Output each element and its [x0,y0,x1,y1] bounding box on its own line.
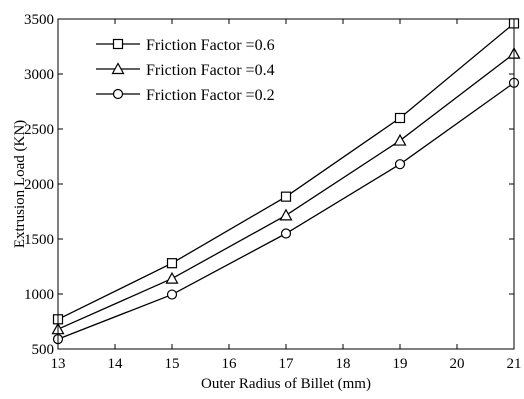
legend-marker-square [112,38,124,50]
data-point-circle [166,289,178,300]
y-axis-label: Extrusion Load (KN) [12,120,28,248]
legend-item: Friction Factor =0.6 [96,37,275,54]
legend: Friction Factor =0.6 Friction Factor =0.4… [96,37,275,104]
y-tick-label: 1000 [24,287,54,303]
x-tick-label: 21 [507,356,522,372]
data-point-square [166,258,178,269]
x-tick-label: 16 [222,356,238,372]
series-line [57,53,515,330]
plot-frame [57,18,515,350]
y-tick-label: 2000 [24,177,54,193]
data-point-square [280,191,292,202]
y-tick-label: 3000 [24,67,54,83]
x-tick-label: 14 [108,356,124,372]
legend-item: Friction Factor =0.2 [96,87,275,104]
data-point-circle [280,228,292,239]
x-tick-label: 15 [165,356,180,372]
y-tick-label: 3500 [24,12,54,28]
legend-marker-triangle [111,62,125,75]
x-tick-label: 13 [51,356,66,372]
x-tick-label: 20 [450,356,465,372]
series-layer [51,18,521,345]
x-tick-label: 18 [336,356,351,372]
y-tick-label: 2500 [24,122,54,138]
ticks-layer: 13 14 15 16 17 18 19 20 21 500 1000 1500 2000 2500 300… [24,12,522,372]
x-tick-label: 17 [279,356,295,372]
data-point-triangle [165,271,179,284]
legend-item: Friction Factor =0.4 [96,62,275,79]
legend-label: Friction Factor =0.2 [146,87,275,104]
series-triangle [51,46,521,335]
x-axis-label: Outer Radius of Billet (mm) [201,376,371,392]
legend-marker-circle [112,88,124,100]
data-point-triangle [279,208,293,221]
data-point-square [394,112,406,124]
y-tick-label: 1500 [24,232,54,248]
x-tick-label: 19 [393,356,408,372]
y-tick-label: 500 [32,342,55,358]
legend-label: Friction Factor =0.4 [146,62,275,79]
data-point-circle [394,159,406,170]
series-line [57,22,515,320]
legend-label: Friction Factor =0.6 [146,37,275,54]
data-point-triangle [393,133,407,146]
series-square [52,18,520,325]
